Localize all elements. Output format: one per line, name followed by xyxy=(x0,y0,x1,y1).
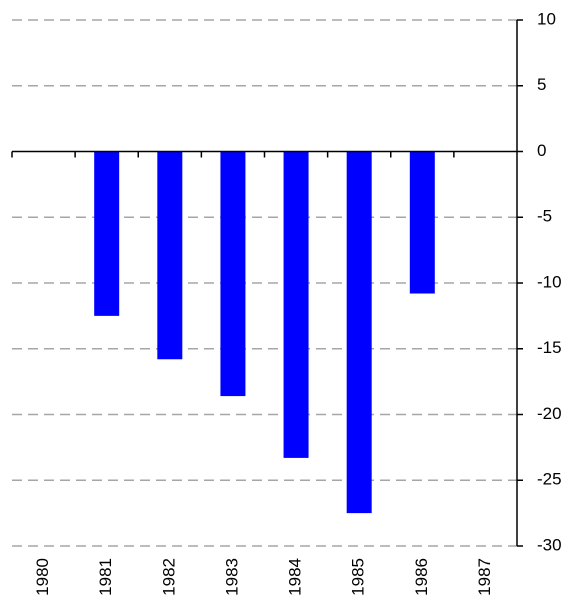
y-tick-label: -25 xyxy=(537,470,562,489)
bar xyxy=(94,151,120,316)
bar xyxy=(409,151,435,294)
x-tick-label: 1983 xyxy=(222,558,241,596)
x-tick-label: 1986 xyxy=(412,558,431,596)
x-tick-label: 1987 xyxy=(475,558,494,596)
y-tick-label: 0 xyxy=(537,141,546,160)
x-tick-label: 1980 xyxy=(33,558,52,596)
y-tick-label: 5 xyxy=(537,75,546,94)
bar xyxy=(346,151,372,514)
x-tick-label: 1984 xyxy=(286,558,305,596)
y-tick-label: -5 xyxy=(537,207,552,226)
y-tick-label: -20 xyxy=(537,404,562,423)
y-tick-label: -15 xyxy=(537,338,562,357)
y-tick-label: -30 xyxy=(537,535,562,554)
y-tick-label: 10 xyxy=(537,9,556,28)
x-tick-label: 1985 xyxy=(349,558,368,596)
x-tick-label: 1982 xyxy=(159,558,178,596)
bar xyxy=(220,151,246,397)
bar xyxy=(157,151,183,360)
bar xyxy=(283,151,309,458)
x-tick-label: 1981 xyxy=(96,558,115,596)
y-tick-label: -10 xyxy=(537,272,562,291)
